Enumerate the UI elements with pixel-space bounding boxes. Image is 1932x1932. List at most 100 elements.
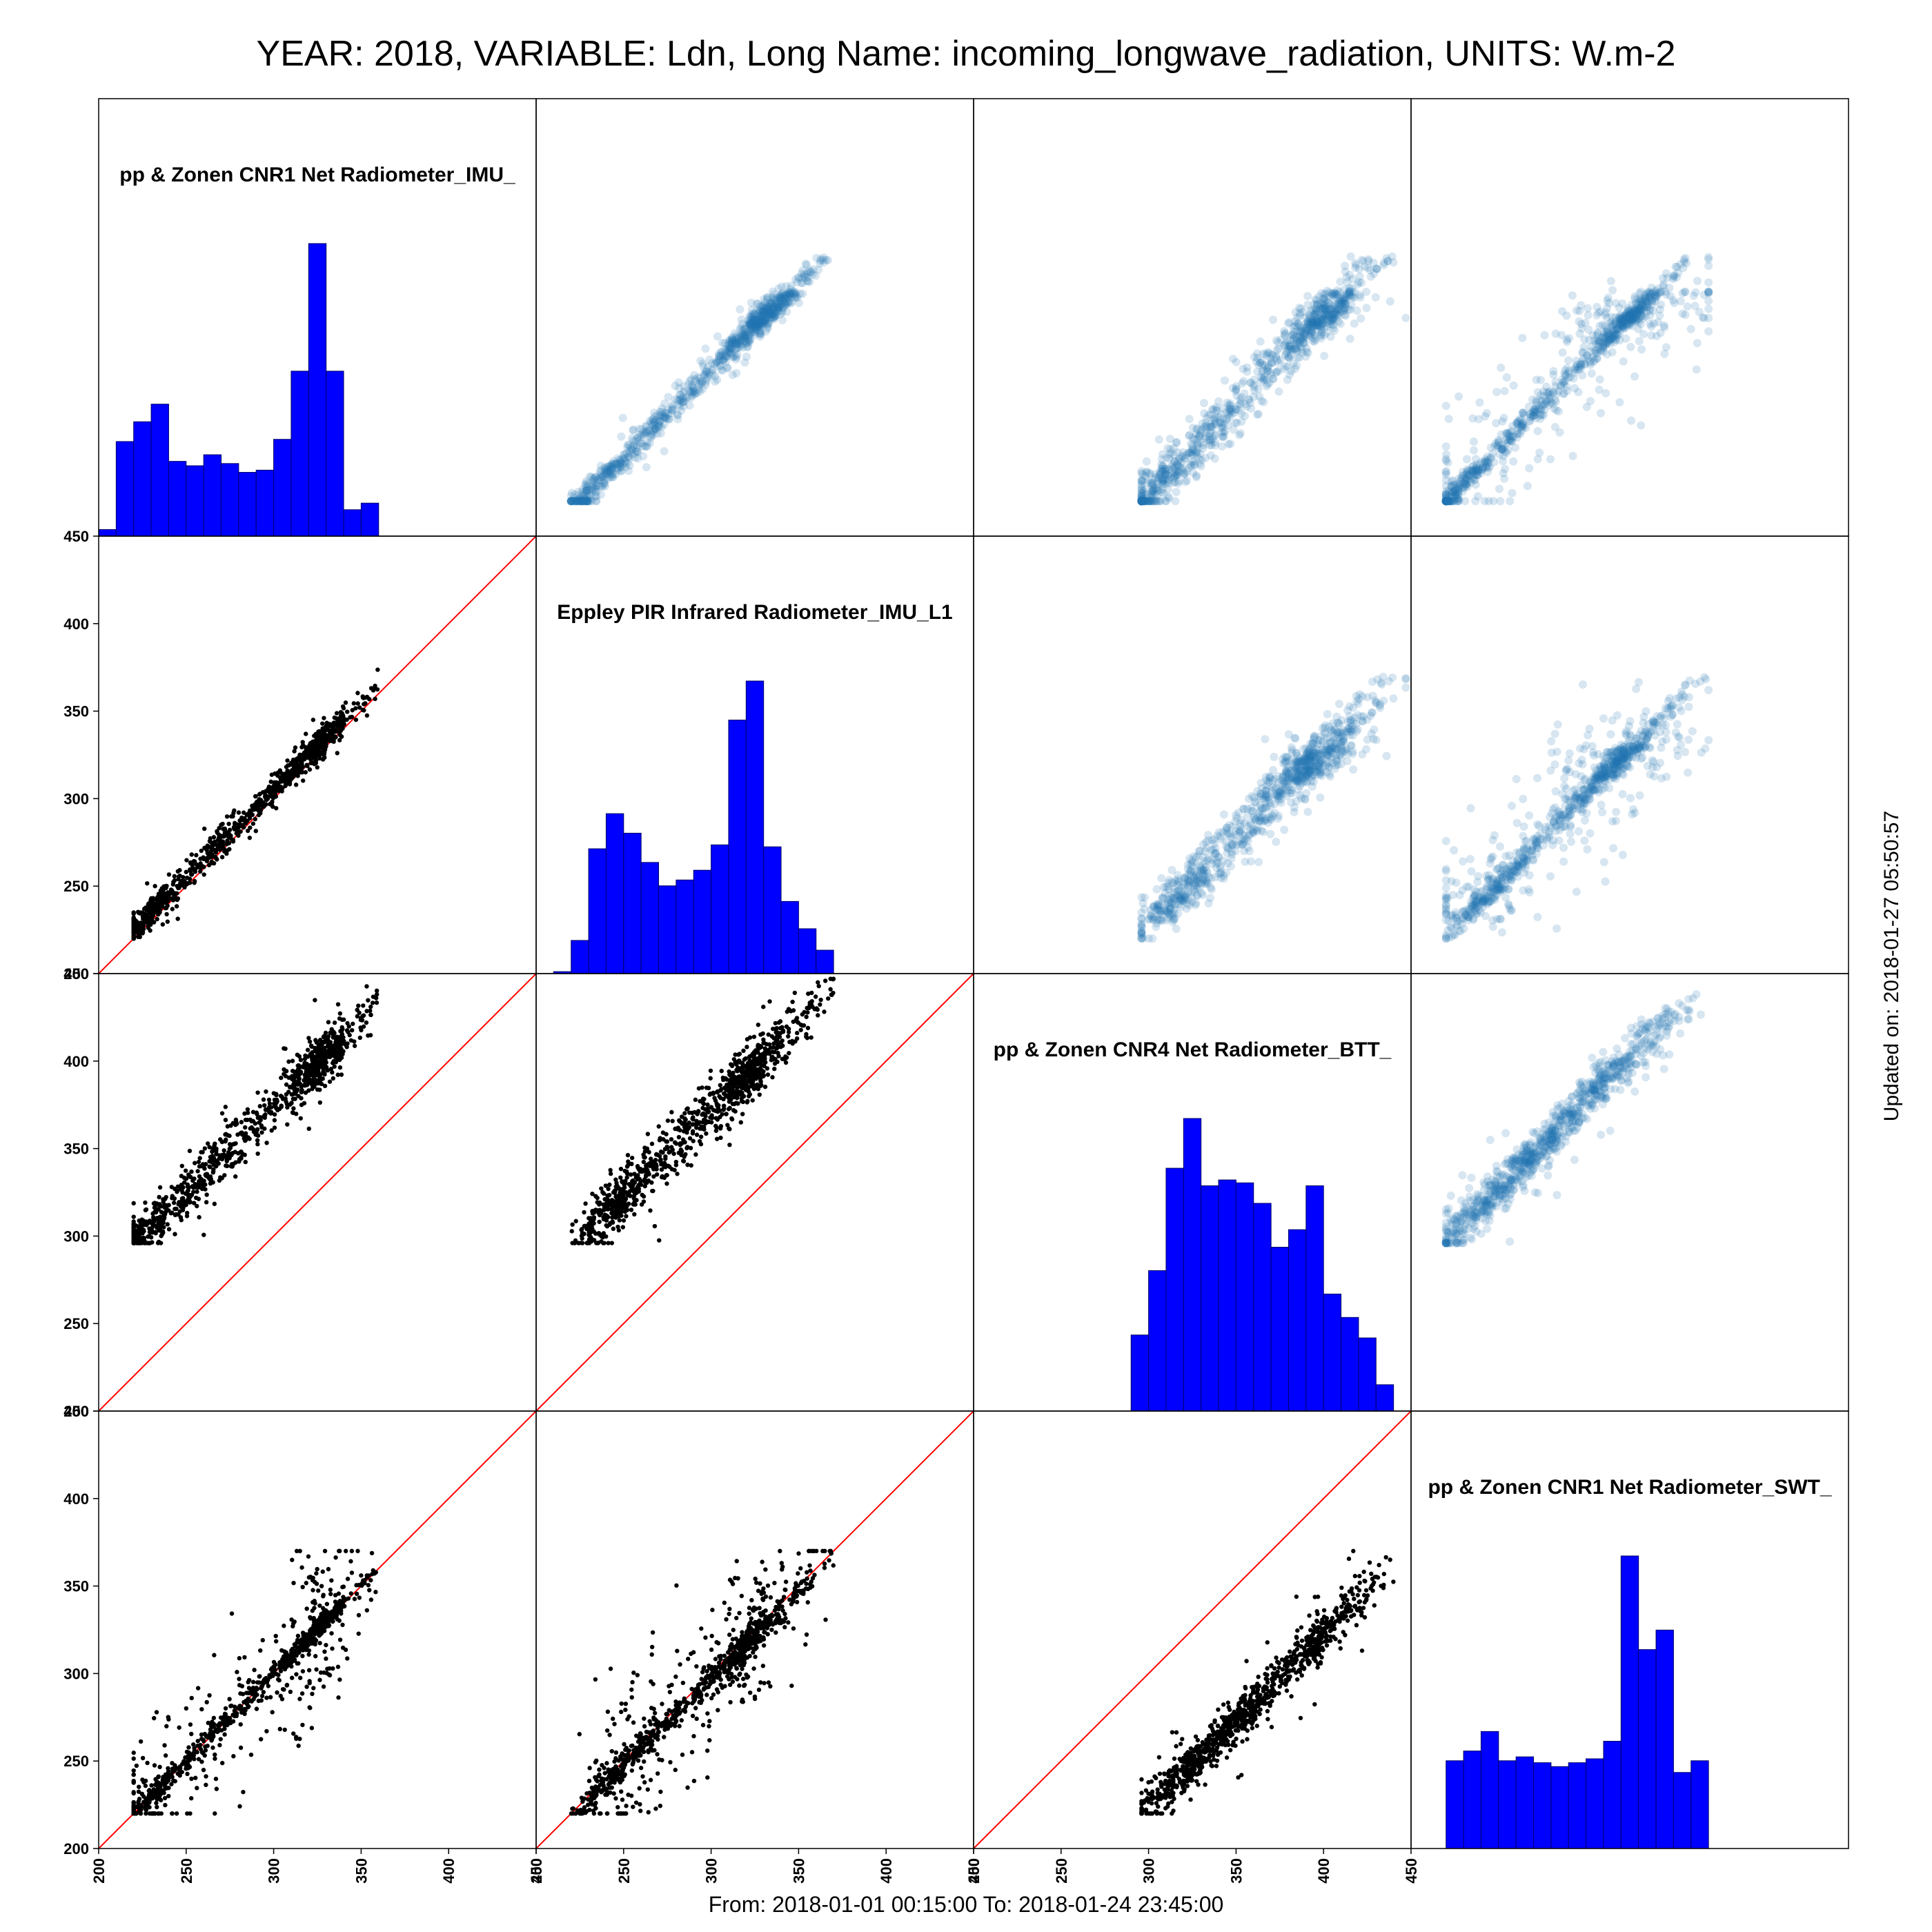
density-point	[585, 472, 594, 481]
density-point	[703, 373, 712, 382]
scatter-point	[241, 810, 246, 815]
density-point	[649, 431, 658, 440]
density-point	[1325, 288, 1334, 297]
density-point	[591, 487, 600, 496]
density-point	[1284, 770, 1293, 779]
scatter-point	[269, 801, 274, 807]
density-point	[1325, 319, 1334, 328]
density-point	[1492, 388, 1501, 397]
density-point	[1137, 497, 1146, 506]
density-point	[1564, 373, 1573, 382]
density-point	[738, 332, 747, 341]
scatter-point	[315, 765, 320, 770]
density-point	[773, 299, 782, 308]
density-point	[1206, 427, 1215, 436]
density-point	[749, 315, 758, 324]
density-point	[1191, 449, 1200, 458]
density-point	[1147, 489, 1156, 498]
density-point	[613, 454, 622, 463]
density-point	[1274, 772, 1283, 781]
density-point	[740, 332, 749, 341]
density-point	[1597, 338, 1606, 347]
density-point	[1140, 497, 1149, 506]
density-point	[1338, 728, 1347, 737]
scatter-point	[131, 911, 136, 916]
density-point	[1232, 357, 1241, 366]
density-point	[747, 319, 756, 328]
density-point	[1442, 497, 1451, 506]
density-point	[1357, 278, 1366, 287]
density-point	[1327, 305, 1336, 314]
density-point	[1573, 360, 1581, 369]
density-point	[656, 407, 664, 416]
density-point	[1252, 410, 1261, 419]
density-point	[1316, 331, 1325, 340]
density-point	[758, 306, 767, 315]
density-point	[1350, 293, 1359, 302]
density-point	[1258, 367, 1267, 376]
density-point	[1187, 444, 1196, 453]
density-point	[589, 475, 598, 484]
density-point	[756, 322, 765, 331]
density-point	[1283, 753, 1292, 762]
density-point	[1193, 452, 1202, 461]
density-point	[738, 319, 747, 328]
scatter-point	[160, 900, 166, 905]
density-point	[1588, 353, 1597, 362]
density-point	[1265, 771, 1274, 780]
density-point	[1334, 305, 1343, 314]
density-point	[770, 295, 779, 304]
density-point	[1532, 404, 1541, 413]
density-point	[1293, 313, 1302, 322]
density-point	[753, 319, 762, 328]
scatter-point	[264, 802, 268, 807]
density-point	[1305, 753, 1314, 762]
density-point	[1339, 299, 1348, 308]
density-point	[642, 463, 651, 472]
density-point	[1210, 420, 1219, 428]
density-point	[1279, 364, 1288, 373]
density-point	[582, 497, 591, 506]
histogram-bar	[728, 720, 747, 974]
density-point	[1608, 326, 1617, 335]
density-point	[1243, 363, 1252, 372]
density-point	[1498, 444, 1507, 453]
density-point	[1334, 720, 1343, 729]
density-point	[733, 339, 742, 348]
density-point	[631, 437, 640, 446]
density-point	[758, 310, 767, 319]
density-point	[1593, 354, 1602, 363]
density-point	[1363, 716, 1372, 724]
density-point	[679, 402, 688, 411]
density-point	[1528, 412, 1537, 421]
density-point	[1692, 365, 1701, 374]
density-point	[1548, 400, 1557, 408]
density-point	[1334, 700, 1343, 709]
density-point	[1137, 927, 1146, 936]
density-point	[1143, 497, 1152, 506]
density-point	[1212, 863, 1221, 872]
density-point	[615, 455, 624, 464]
density-point	[1190, 874, 1199, 883]
density-point	[1635, 304, 1644, 313]
density-point	[1607, 313, 1616, 322]
density-point	[656, 411, 665, 420]
density-point	[1331, 314, 1340, 323]
scatter-point	[146, 923, 150, 928]
density-point	[731, 335, 740, 344]
density-point	[1645, 293, 1654, 302]
density-point	[1174, 887, 1183, 896]
density-point	[1332, 712, 1341, 721]
density-point	[1232, 384, 1241, 393]
density-point	[633, 447, 642, 456]
density-point	[1159, 462, 1167, 471]
density-point	[1161, 467, 1170, 476]
density-point	[1249, 827, 1258, 836]
density-point	[745, 335, 754, 344]
density-point	[644, 426, 653, 435]
density-point	[1329, 313, 1338, 322]
density-point	[581, 495, 590, 504]
histogram-bar	[571, 940, 589, 974]
histogram-bar	[676, 879, 694, 974]
density-point	[678, 393, 687, 402]
